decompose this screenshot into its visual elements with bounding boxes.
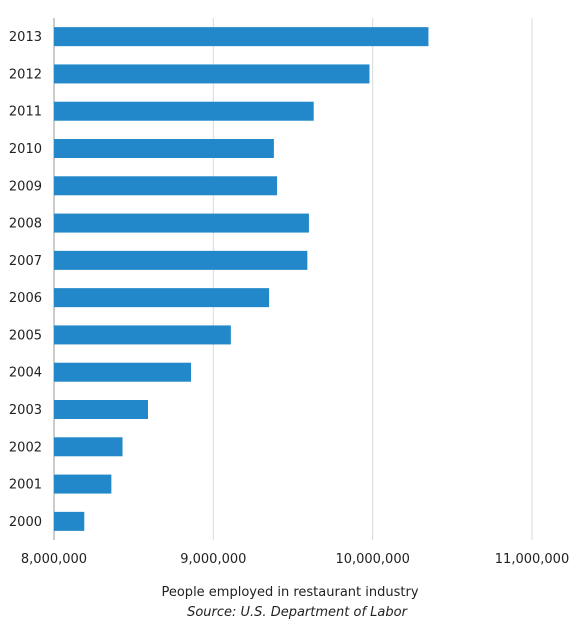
bar-2011 [54, 101, 314, 121]
category-label: 2001 [9, 478, 42, 493]
bar-2006 [54, 288, 270, 308]
bar-2008 [54, 213, 309, 233]
x-tick-label: 8,000,000 [21, 552, 87, 567]
bar-2007 [54, 250, 308, 270]
category-label: 2009 [9, 179, 42, 194]
bar-2010 [54, 139, 274, 158]
source-note: Source: U.S. Department of Labor [187, 605, 408, 620]
bar-2009 [54, 176, 278, 196]
category-labels: 2013 2012 2011 2010 2009 2008 2007 2006 2005 2004… [9, 30, 42, 530]
bar-2002 [54, 437, 123, 457]
category-label: 2012 [9, 67, 42, 82]
bar-2004 [54, 362, 192, 382]
bar-2003 [54, 400, 149, 419]
bar-2005 [54, 325, 231, 345]
category-label: 2005 [9, 328, 42, 343]
category-label: 2003 [9, 403, 42, 418]
x-tick-label: 10,000,000 [335, 552, 409, 567]
category-label: 2008 [9, 217, 42, 232]
category-label: 2011 [9, 105, 42, 120]
category-label: 2004 [9, 366, 42, 381]
bar-2012 [54, 64, 370, 84]
category-label: 2007 [9, 254, 42, 269]
category-label: 2000 [9, 515, 42, 530]
category-label: 2006 [9, 291, 42, 306]
category-label: 2013 [9, 30, 42, 45]
x-tick-labels: 8,000,000 9,000,000 10,000,000 11,000,000 [21, 552, 569, 567]
gridlines [53, 18, 533, 540]
x-tick-label: 11,000,000 [495, 552, 569, 567]
bar-2000 [54, 511, 85, 531]
category-label: 2002 [9, 440, 42, 455]
bar-2013 [54, 27, 429, 47]
bar-2001 [54, 474, 112, 494]
x-axis-label: People employed in restaurant industry [161, 585, 418, 600]
x-tick-label: 9,000,000 [180, 552, 246, 567]
bars [54, 27, 429, 531]
category-label: 2010 [9, 142, 42, 157]
